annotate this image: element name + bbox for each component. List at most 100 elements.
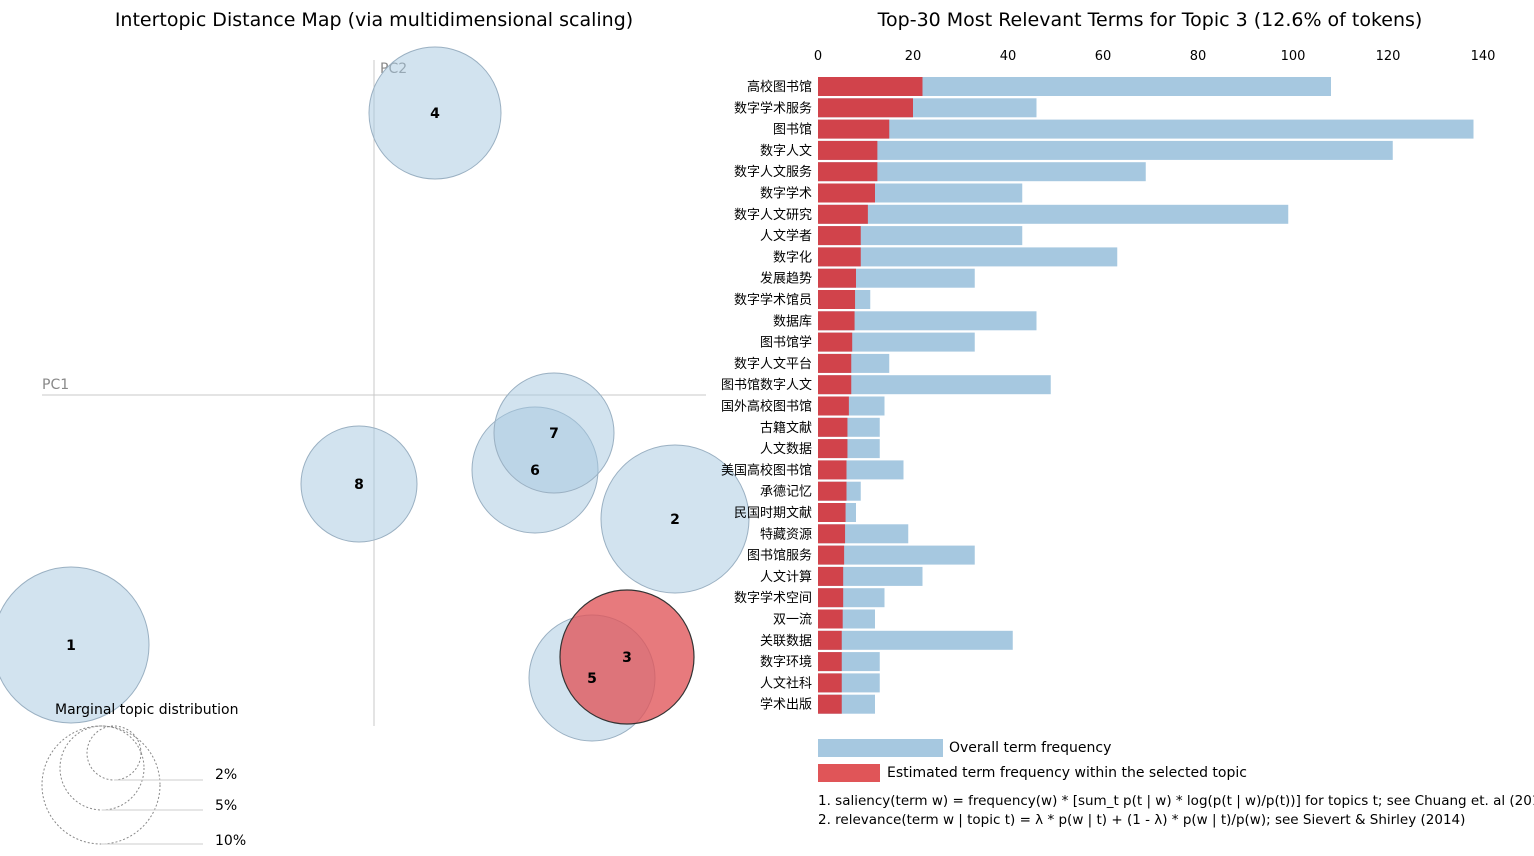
x-axis-ticks: 0 20 40 60 80 100 120 140 bbox=[814, 49, 1496, 64]
topic-frequency-bar bbox=[818, 290, 856, 309]
overall-frequency-bar bbox=[818, 204, 1289, 224]
overall-frequency-bar bbox=[818, 119, 1474, 139]
topic-frequency-bar bbox=[818, 140, 878, 160]
term-label[interactable]: 古籍文献 bbox=[760, 420, 812, 436]
term-label[interactable]: 高校图书馆 bbox=[747, 79, 812, 95]
topic-frequency-bar bbox=[818, 481, 847, 501]
term-label[interactable]: 发展趋势 bbox=[760, 271, 812, 287]
topic-circle-7[interactable] bbox=[493, 372, 615, 494]
topic-frequency-bar bbox=[818, 439, 848, 459]
topic-label-2: 2 bbox=[670, 512, 680, 528]
term-label[interactable]: 人文数据 bbox=[760, 442, 812, 457]
term-label[interactable]: 人文学者 bbox=[760, 228, 812, 244]
term-label[interactable]: 数据库 bbox=[773, 313, 812, 329]
term-label[interactable]: 图书馆数字人文 bbox=[721, 378, 812, 393]
term-label[interactable]: 数字学术服务 bbox=[734, 100, 812, 116]
term-label[interactable]: 美国高校图书馆 bbox=[721, 462, 812, 478]
topic-frequency-bar bbox=[818, 566, 844, 586]
topic-frequency-bar bbox=[818, 694, 842, 714]
topic-frequency-bar bbox=[818, 652, 842, 672]
topic-frequency-bar bbox=[818, 119, 890, 139]
topic-label-3: 3 bbox=[622, 650, 632, 666]
overall-frequency-bar bbox=[818, 162, 1146, 182]
term-label[interactable]: 双一流 bbox=[773, 613, 812, 628]
term-label[interactable]: 数字人文研究 bbox=[734, 208, 812, 223]
x-tick-label: 80 bbox=[1190, 49, 1207, 64]
topic-label-4: 4 bbox=[430, 106, 440, 122]
topic-frequency-bar bbox=[818, 460, 847, 480]
topic-circle-3[interactable] bbox=[559, 589, 695, 725]
topic-frequency-bar bbox=[818, 630, 842, 650]
overall-frequency-bar bbox=[818, 545, 975, 565]
term-label[interactable]: 关联数据 bbox=[760, 634, 812, 649]
topic-circle-4[interactable] bbox=[368, 46, 502, 180]
marginal-circle-5pct bbox=[59, 725, 145, 811]
topic-frequency-bar bbox=[818, 183, 875, 203]
term-label[interactable]: 特藏资源 bbox=[760, 527, 812, 542]
term-label[interactable]: 图书馆服务 bbox=[747, 548, 812, 564]
topic-frequency-bar bbox=[818, 98, 913, 118]
topic-frequency-bar bbox=[818, 609, 843, 629]
term-label[interactable]: 图书馆学 bbox=[760, 335, 812, 351]
saliency-note: 1. saliency(term w) = frequency(w) * [su… bbox=[818, 793, 1534, 809]
topic-frequency-bar bbox=[818, 226, 861, 246]
legend-overall-label: Overall term frequency bbox=[949, 740, 1111, 756]
marginal-topic-distribution: Marginal topic distribution 2% 5% 10% bbox=[41, 702, 246, 849]
term-label[interactable]: 人文计算 bbox=[760, 570, 812, 585]
term-label[interactable]: 数字人文服务 bbox=[734, 164, 812, 180]
topic-label-1: 1 bbox=[66, 638, 76, 654]
legend-topic-swatch bbox=[818, 764, 880, 782]
topic-frequency-bar bbox=[818, 332, 853, 352]
topic-frequency-bar bbox=[818, 77, 923, 96]
term-label[interactable]: 国外高校图书馆 bbox=[721, 399, 812, 415]
topic-label-8: 8 bbox=[354, 477, 364, 493]
term-label[interactable]: 图书馆 bbox=[773, 123, 812, 138]
x-tick-label: 120 bbox=[1376, 49, 1401, 64]
term-label[interactable]: 数字人文 bbox=[760, 144, 812, 159]
topic-frequency-bar bbox=[818, 396, 849, 416]
marginal-label-5pct: 5% bbox=[215, 798, 237, 814]
topic-frequency-bar bbox=[818, 311, 855, 331]
overall-frequency-bar bbox=[818, 375, 1051, 395]
term-label[interactable]: 承德记忆 bbox=[760, 484, 812, 500]
overall-frequency-bar bbox=[818, 247, 1118, 267]
terms-chart-title: Top-30 Most Relevant Terms for Topic 3 (… bbox=[877, 9, 1423, 31]
marginal-circle-10pct bbox=[41, 725, 161, 845]
topic-frequency-bar bbox=[818, 268, 856, 288]
marginal-title: Marginal topic distribution bbox=[55, 702, 239, 718]
term-label[interactable]: 数字学术 bbox=[760, 186, 812, 202]
term-label[interactable]: 数字学术空间 bbox=[734, 590, 812, 606]
topic-frequency-bar bbox=[818, 247, 861, 267]
term-label[interactable]: 数字化 bbox=[773, 250, 812, 265]
topic-frequency-bar bbox=[818, 204, 868, 224]
overall-frequency-bar bbox=[818, 566, 923, 586]
topic-frequency-bar bbox=[818, 353, 852, 373]
intertopic-map-title: Intertopic Distance Map (via multidimens… bbox=[115, 9, 633, 31]
x-tick-label: 60 bbox=[1095, 49, 1112, 64]
term-bar-chart: 0 20 40 60 80 100 120 140 高校图书馆数字学术服务图书馆数字人文数字人… bbox=[721, 49, 1495, 714]
overall-frequency-bar bbox=[818, 311, 1037, 331]
marginal-label-10pct: 10% bbox=[215, 833, 246, 849]
x-tick-label: 140 bbox=[1471, 49, 1496, 64]
x-tick-label: 20 bbox=[905, 49, 922, 64]
topic-frequency-bar bbox=[818, 162, 878, 182]
x-tick-label: 0 bbox=[814, 49, 822, 64]
term-label[interactable]: 学术出版 bbox=[760, 697, 812, 713]
term-label[interactable]: 数字人文平台 bbox=[734, 357, 812, 372]
topic-frequency-bar bbox=[818, 673, 842, 693]
topic-label-5: 5 bbox=[587, 671, 597, 687]
term-label[interactable]: 民国时期文献 bbox=[734, 506, 812, 521]
overall-frequency-bar bbox=[818, 332, 975, 352]
topic-frequency-bar bbox=[818, 588, 844, 608]
topic-circle-2[interactable] bbox=[600, 444, 750, 594]
topic-frequency-bar bbox=[818, 503, 846, 522]
term-label[interactable]: 数字环境 bbox=[760, 655, 812, 670]
topic-circle-1[interactable] bbox=[0, 566, 150, 724]
topic-circle-8[interactable] bbox=[300, 425, 418, 543]
marginal-circle-2pct bbox=[86, 725, 142, 781]
overall-frequency-bar bbox=[818, 226, 1023, 246]
term-label[interactable]: 数字学术馆员 bbox=[734, 292, 812, 308]
term-bars: 高校图书馆数字学术服务图书馆数字人文数字人文服务数字学术数字人文研究人文学者数字… bbox=[721, 77, 1474, 714]
term-label[interactable]: 人文社科 bbox=[760, 675, 812, 691]
